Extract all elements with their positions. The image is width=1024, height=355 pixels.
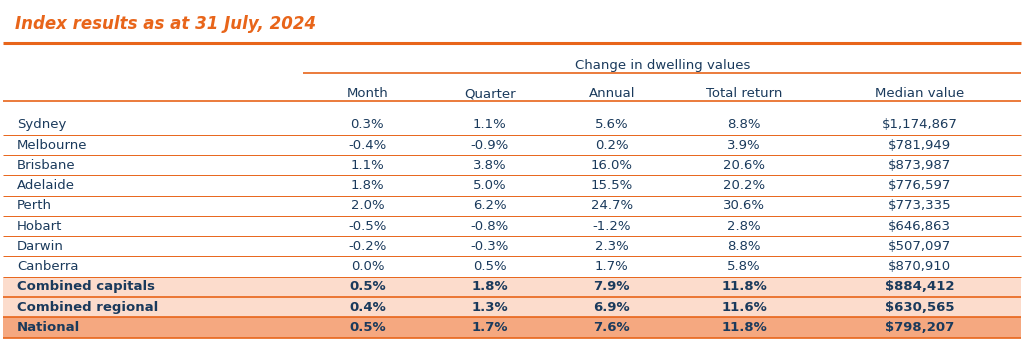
Text: Median value: Median value bbox=[874, 87, 964, 100]
Text: 0.5%: 0.5% bbox=[349, 321, 386, 334]
Text: 7.9%: 7.9% bbox=[594, 280, 630, 293]
Text: $507,097: $507,097 bbox=[888, 240, 951, 253]
Text: $646,863: $646,863 bbox=[888, 220, 951, 233]
Text: 30.6%: 30.6% bbox=[723, 199, 765, 212]
Text: Quarter: Quarter bbox=[464, 87, 515, 100]
Text: -0.2%: -0.2% bbox=[348, 240, 387, 253]
Text: -0.5%: -0.5% bbox=[348, 220, 387, 233]
Text: 1.3%: 1.3% bbox=[471, 301, 508, 314]
Text: 6.9%: 6.9% bbox=[594, 301, 630, 314]
Text: Canberra: Canberra bbox=[17, 260, 79, 273]
Text: Month: Month bbox=[346, 87, 388, 100]
Text: Change in dwelling values: Change in dwelling values bbox=[574, 59, 750, 72]
Text: Total return: Total return bbox=[706, 87, 782, 100]
Text: 0.5%: 0.5% bbox=[473, 260, 507, 273]
Bar bbox=[3, 317, 1021, 338]
Text: 5.8%: 5.8% bbox=[727, 260, 761, 273]
Text: 2.0%: 2.0% bbox=[350, 199, 384, 212]
Text: 6.2%: 6.2% bbox=[473, 199, 507, 212]
Text: -1.2%: -1.2% bbox=[593, 220, 631, 233]
Text: Hobart: Hobart bbox=[17, 220, 62, 233]
Text: 8.8%: 8.8% bbox=[727, 240, 761, 253]
Text: 16.0%: 16.0% bbox=[591, 159, 633, 172]
Bar bbox=[3, 277, 1021, 297]
Text: 2.3%: 2.3% bbox=[595, 240, 629, 253]
Text: Brisbane: Brisbane bbox=[17, 159, 76, 172]
Text: 2.8%: 2.8% bbox=[727, 220, 761, 233]
Text: 11.6%: 11.6% bbox=[721, 301, 767, 314]
Text: Adelaide: Adelaide bbox=[17, 179, 75, 192]
Text: Combined regional: Combined regional bbox=[17, 301, 159, 314]
Text: Perth: Perth bbox=[17, 199, 52, 212]
Text: Index results as at 31 July, 2024: Index results as at 31 July, 2024 bbox=[15, 15, 316, 33]
Text: 1.8%: 1.8% bbox=[350, 179, 384, 192]
Text: 20.2%: 20.2% bbox=[723, 179, 765, 192]
Text: -0.3%: -0.3% bbox=[470, 240, 509, 253]
Text: Melbourne: Melbourne bbox=[17, 138, 87, 152]
Text: Annual: Annual bbox=[589, 87, 635, 100]
Text: Combined capitals: Combined capitals bbox=[17, 280, 155, 293]
Text: 3.9%: 3.9% bbox=[727, 138, 761, 152]
Text: 1.8%: 1.8% bbox=[471, 280, 508, 293]
Text: 1.1%: 1.1% bbox=[350, 159, 384, 172]
Text: National: National bbox=[17, 321, 80, 334]
Text: 0.5%: 0.5% bbox=[349, 280, 386, 293]
Text: -0.9%: -0.9% bbox=[470, 138, 509, 152]
Text: 11.8%: 11.8% bbox=[721, 321, 767, 334]
Text: $1,174,867: $1,174,867 bbox=[882, 118, 957, 131]
Text: $776,597: $776,597 bbox=[888, 179, 951, 192]
Text: $773,335: $773,335 bbox=[888, 199, 951, 212]
Text: 24.7%: 24.7% bbox=[591, 199, 633, 212]
Text: -0.8%: -0.8% bbox=[470, 220, 509, 233]
Text: 8.8%: 8.8% bbox=[727, 118, 761, 131]
Text: 20.6%: 20.6% bbox=[723, 159, 765, 172]
Text: 1.7%: 1.7% bbox=[471, 321, 508, 334]
Text: $873,987: $873,987 bbox=[888, 159, 951, 172]
Text: 0.4%: 0.4% bbox=[349, 301, 386, 314]
Text: $798,207: $798,207 bbox=[885, 321, 954, 334]
Text: 1.7%: 1.7% bbox=[595, 260, 629, 273]
Text: 0.3%: 0.3% bbox=[350, 118, 384, 131]
Text: $630,565: $630,565 bbox=[885, 301, 954, 314]
Text: Sydney: Sydney bbox=[17, 118, 67, 131]
Text: -0.4%: -0.4% bbox=[348, 138, 386, 152]
Text: 0.0%: 0.0% bbox=[350, 260, 384, 273]
Text: Darwin: Darwin bbox=[17, 240, 63, 253]
Bar bbox=[3, 297, 1021, 317]
Text: $781,949: $781,949 bbox=[888, 138, 951, 152]
Text: $870,910: $870,910 bbox=[888, 260, 951, 273]
Text: 11.8%: 11.8% bbox=[721, 280, 767, 293]
Text: 1.1%: 1.1% bbox=[473, 118, 507, 131]
Text: 3.8%: 3.8% bbox=[473, 159, 507, 172]
Text: 0.2%: 0.2% bbox=[595, 138, 629, 152]
Text: 15.5%: 15.5% bbox=[591, 179, 633, 192]
Text: 5.0%: 5.0% bbox=[473, 179, 507, 192]
Text: 5.6%: 5.6% bbox=[595, 118, 629, 131]
Text: $884,412: $884,412 bbox=[885, 280, 954, 293]
Text: 7.6%: 7.6% bbox=[594, 321, 630, 334]
